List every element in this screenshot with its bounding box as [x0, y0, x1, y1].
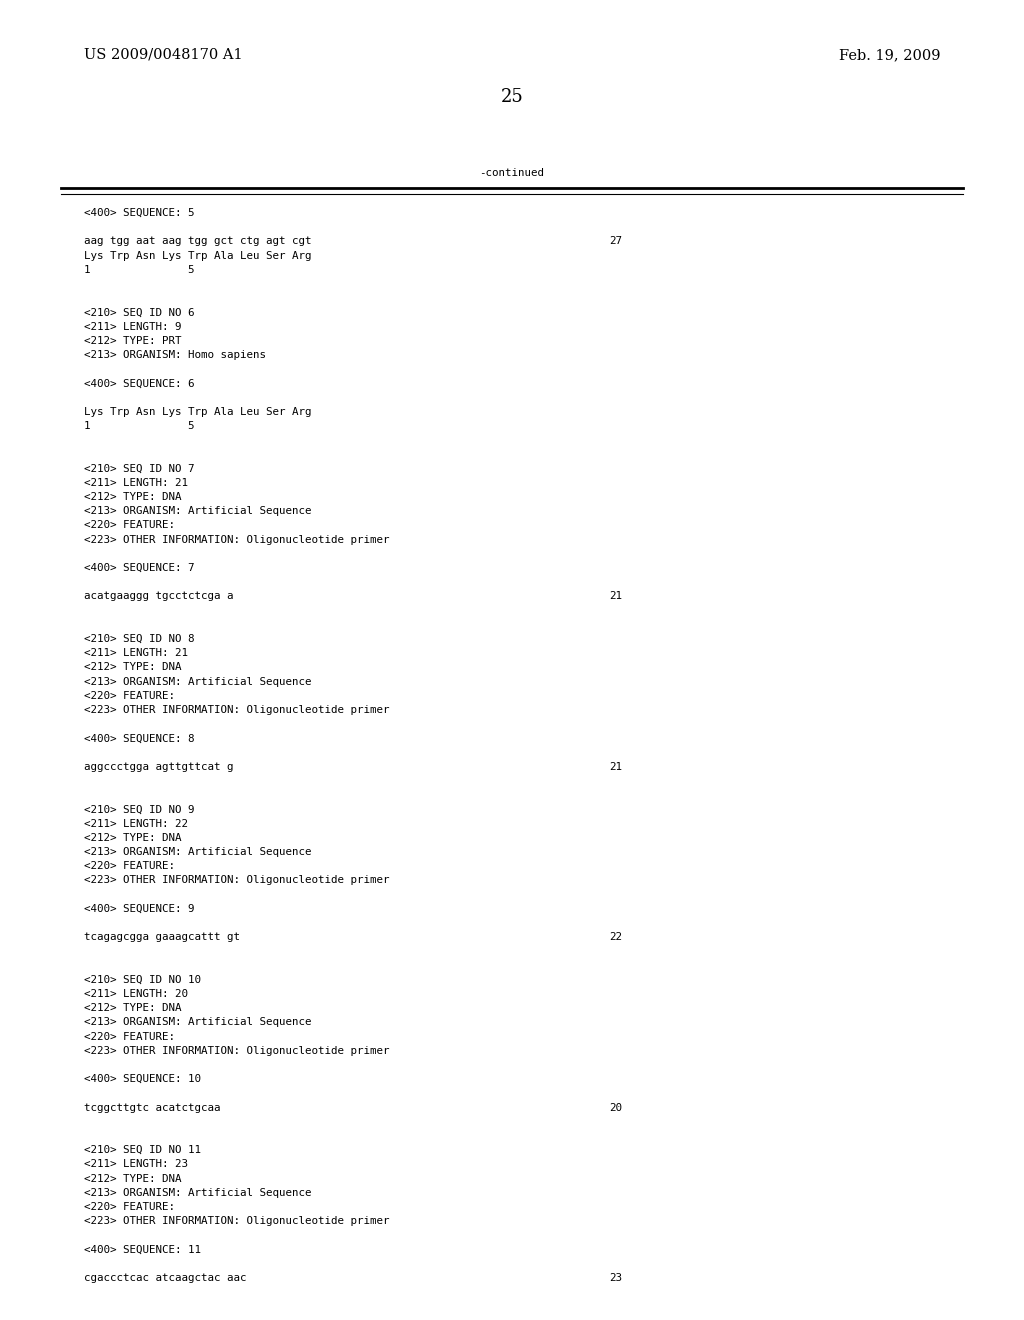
Text: <212> TYPE: DNA: <212> TYPE: DNA — [84, 1173, 181, 1184]
Text: aggccctgga agttgttcat g: aggccctgga agttgttcat g — [84, 762, 233, 772]
Text: <210> SEQ ID NO 7: <210> SEQ ID NO 7 — [84, 463, 195, 474]
Text: tcggcttgtc acatctgcaa: tcggcttgtc acatctgcaa — [84, 1102, 220, 1113]
Text: <213> ORGANISM: Artificial Sequence: <213> ORGANISM: Artificial Sequence — [84, 1188, 311, 1197]
Text: -continued: -continued — [479, 168, 545, 178]
Text: 21: 21 — [609, 762, 623, 772]
Text: <213> ORGANISM: Artificial Sequence: <213> ORGANISM: Artificial Sequence — [84, 847, 311, 857]
Text: 27: 27 — [609, 236, 623, 247]
Text: tcagagcgga gaaagcattt gt: tcagagcgga gaaagcattt gt — [84, 932, 240, 942]
Text: 20: 20 — [609, 1102, 623, 1113]
Text: <211> LENGTH: 21: <211> LENGTH: 21 — [84, 648, 188, 659]
Text: <400> SEQUENCE: 11: <400> SEQUENCE: 11 — [84, 1245, 201, 1254]
Text: <213> ORGANISM: Artificial Sequence: <213> ORGANISM: Artificial Sequence — [84, 506, 311, 516]
Text: <213> ORGANISM: Artificial Sequence: <213> ORGANISM: Artificial Sequence — [84, 1018, 311, 1027]
Text: <400> SEQUENCE: 7: <400> SEQUENCE: 7 — [84, 564, 195, 573]
Text: <210> SEQ ID NO 11: <210> SEQ ID NO 11 — [84, 1146, 201, 1155]
Text: <400> SEQUENCE: 8: <400> SEQUENCE: 8 — [84, 734, 195, 743]
Text: <400> SEQUENCE: 10: <400> SEQUENCE: 10 — [84, 1074, 201, 1084]
Text: <223> OTHER INFORMATION: Oligonucleotide primer: <223> OTHER INFORMATION: Oligonucleotide… — [84, 705, 389, 715]
Text: <400> SEQUENCE: 5: <400> SEQUENCE: 5 — [84, 209, 195, 218]
Text: 1               5: 1 5 — [84, 265, 195, 275]
Text: aag tgg aat aag tgg gct ctg agt cgt: aag tgg aat aag tgg gct ctg agt cgt — [84, 236, 311, 247]
Text: <210> SEQ ID NO 10: <210> SEQ ID NO 10 — [84, 974, 201, 985]
Text: <220> FEATURE:: <220> FEATURE: — [84, 520, 175, 531]
Text: <210> SEQ ID NO 6: <210> SEQ ID NO 6 — [84, 308, 195, 317]
Text: <210> SEQ ID NO 9: <210> SEQ ID NO 9 — [84, 804, 195, 814]
Text: <400> SEQUENCE: 6: <400> SEQUENCE: 6 — [84, 379, 195, 388]
Text: 25: 25 — [501, 88, 523, 106]
Text: <212> TYPE: DNA: <212> TYPE: DNA — [84, 833, 181, 842]
Text: <212> TYPE: PRT: <212> TYPE: PRT — [84, 335, 181, 346]
Text: <223> OTHER INFORMATION: Oligonucleotide primer: <223> OTHER INFORMATION: Oligonucleotide… — [84, 875, 389, 886]
Text: <223> OTHER INFORMATION: Oligonucleotide primer: <223> OTHER INFORMATION: Oligonucleotide… — [84, 1216, 389, 1226]
Text: 21: 21 — [609, 591, 623, 602]
Text: acatgaaggg tgcctctcga a: acatgaaggg tgcctctcga a — [84, 591, 233, 602]
Text: <213> ORGANISM: Homo sapiens: <213> ORGANISM: Homo sapiens — [84, 350, 266, 360]
Text: <220> FEATURE:: <220> FEATURE: — [84, 690, 175, 701]
Text: <220> FEATURE:: <220> FEATURE: — [84, 1032, 175, 1041]
Text: <220> FEATURE:: <220> FEATURE: — [84, 1203, 175, 1212]
Text: Feb. 19, 2009: Feb. 19, 2009 — [839, 48, 940, 62]
Text: US 2009/0048170 A1: US 2009/0048170 A1 — [84, 48, 243, 62]
Text: <211> LENGTH: 20: <211> LENGTH: 20 — [84, 989, 188, 999]
Text: <210> SEQ ID NO 8: <210> SEQ ID NO 8 — [84, 634, 195, 644]
Text: <211> LENGTH: 22: <211> LENGTH: 22 — [84, 818, 188, 829]
Text: <213> ORGANISM: Artificial Sequence: <213> ORGANISM: Artificial Sequence — [84, 677, 311, 686]
Text: <220> FEATURE:: <220> FEATURE: — [84, 861, 175, 871]
Text: Lys Trp Asn Lys Trp Ala Leu Ser Arg: Lys Trp Asn Lys Trp Ala Leu Ser Arg — [84, 407, 311, 417]
Text: <212> TYPE: DNA: <212> TYPE: DNA — [84, 663, 181, 672]
Text: <211> LENGTH: 23: <211> LENGTH: 23 — [84, 1159, 188, 1170]
Text: <211> LENGTH: 21: <211> LENGTH: 21 — [84, 478, 188, 488]
Text: 22: 22 — [609, 932, 623, 942]
Text: Lys Trp Asn Lys Trp Ala Leu Ser Arg: Lys Trp Asn Lys Trp Ala Leu Ser Arg — [84, 251, 311, 260]
Text: <223> OTHER INFORMATION: Oligonucleotide primer: <223> OTHER INFORMATION: Oligonucleotide… — [84, 535, 389, 545]
Text: <211> LENGTH: 9: <211> LENGTH: 9 — [84, 322, 181, 331]
Text: <212> TYPE: DNA: <212> TYPE: DNA — [84, 492, 181, 502]
Text: 23: 23 — [609, 1272, 623, 1283]
Text: <400> SEQUENCE: 9: <400> SEQUENCE: 9 — [84, 904, 195, 913]
Text: <223> OTHER INFORMATION: Oligonucleotide primer: <223> OTHER INFORMATION: Oligonucleotide… — [84, 1045, 389, 1056]
Text: <212> TYPE: DNA: <212> TYPE: DNA — [84, 1003, 181, 1014]
Text: cgaccctcac atcaagctac aac: cgaccctcac atcaagctac aac — [84, 1272, 247, 1283]
Text: 1               5: 1 5 — [84, 421, 195, 432]
